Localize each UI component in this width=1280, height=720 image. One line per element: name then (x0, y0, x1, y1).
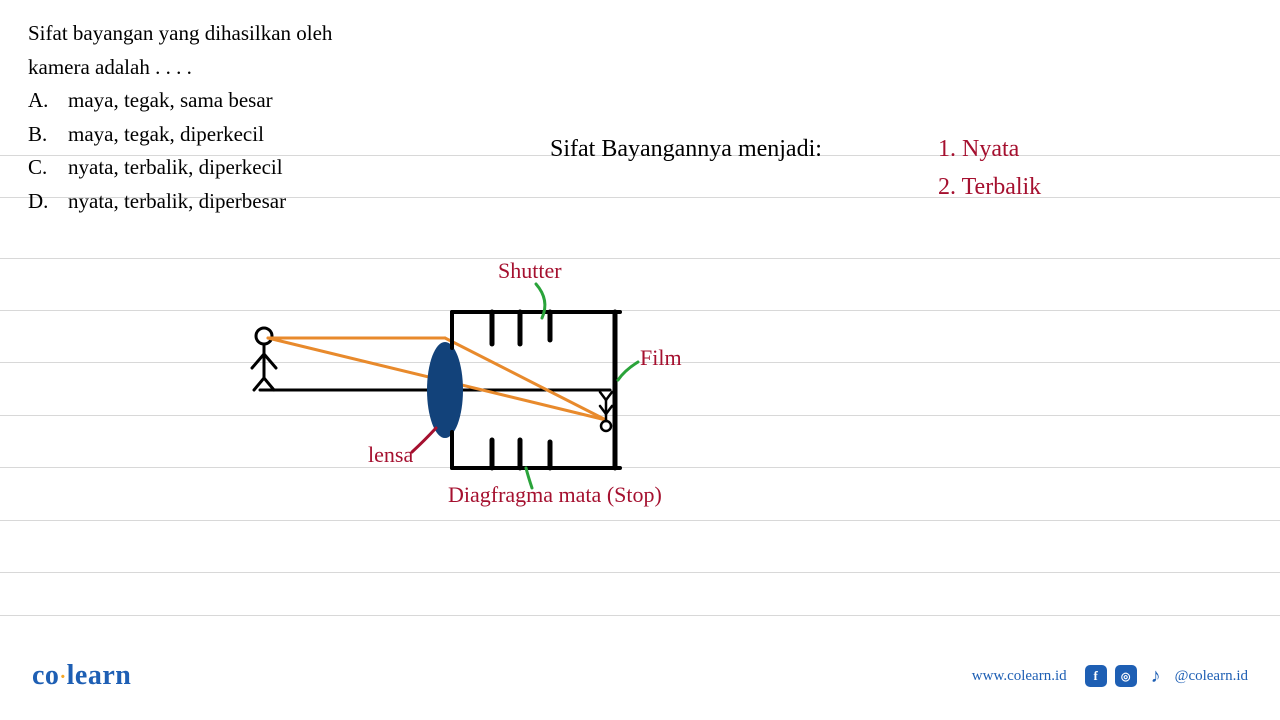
option-c: C. nyata, terbalik, diperkecil (28, 152, 448, 184)
camera-diagram: Shutter Film lensa Diagfragma mata (Stop… (240, 270, 720, 520)
option-d: D. nyata, terbalik, diperbesar (28, 186, 448, 218)
footer: co·learn www.colearn.id f ◎ ♪ @colearn.i… (0, 656, 1280, 696)
social-group: f ◎ ♪ @colearn.id (1085, 665, 1248, 687)
option-text: maya, tegak, diperkecil (68, 119, 264, 151)
option-letter: B. (28, 119, 54, 151)
option-b: B. maya, tegak, diperkecil (28, 119, 448, 151)
question-block: Sifat bayangan yang dihasilkan oleh kame… (28, 18, 448, 217)
brand-logo: co·learn (32, 660, 131, 692)
label-shutter: Shutter (498, 258, 562, 284)
option-text: nyata, terbalik, diperbesar (68, 186, 286, 218)
logo-learn: learn (67, 660, 132, 691)
option-letter: C. (28, 152, 54, 184)
question-stem-line1: Sifat bayangan yang dihasilkan oleh (28, 18, 448, 50)
option-letter: A. (28, 85, 54, 117)
logo-dot-icon: · (59, 666, 66, 688)
option-text: nyata, terbalik, diperkecil (68, 152, 283, 184)
footer-url: www.colearn.id (972, 668, 1067, 685)
facebook-icon: f (1085, 665, 1107, 687)
option-text: maya, tegak, sama besar (68, 85, 273, 117)
label-lensa: lensa (368, 442, 413, 468)
instagram-icon: ◎ (1115, 665, 1137, 687)
social-handle: @colearn.id (1175, 668, 1248, 685)
annotation-answer-1: 1. Nyata (938, 136, 1019, 163)
question-stem-line2: kamera adalah . . . . (28, 52, 448, 84)
footer-right: www.colearn.id f ◎ ♪ @colearn.id (972, 665, 1248, 687)
label-film: Film (640, 345, 682, 371)
option-letter: D. (28, 186, 54, 218)
tiktok-icon: ♪ (1145, 665, 1167, 687)
label-diafragma: Diagfragma mata (Stop) (448, 482, 662, 508)
annotation-answer-2: 2. Terbalik (938, 174, 1041, 201)
annotation-title: Sifat Bayangannya menjadi: (550, 136, 822, 163)
logo-co: co (32, 660, 59, 691)
option-a: A. maya, tegak, sama besar (28, 85, 448, 117)
